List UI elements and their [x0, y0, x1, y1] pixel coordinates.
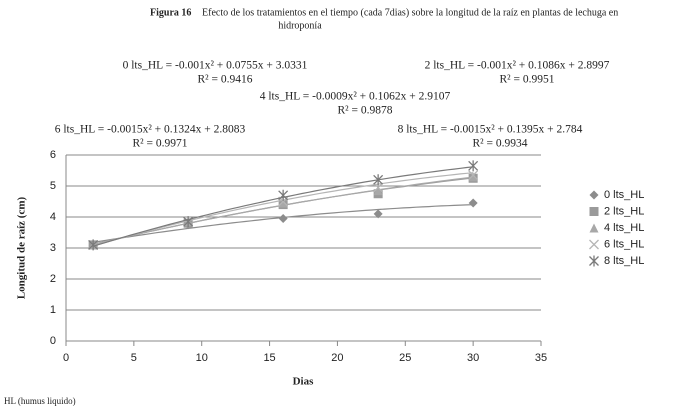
marker [589, 223, 599, 233]
legend-label: 0 lts_HL [604, 189, 644, 201]
trend-equation: 4 lts_HL = -0.0009x² + 0.1062x + 2.9107 [260, 91, 451, 103]
marker [468, 172, 478, 182]
marker [278, 214, 288, 224]
x-tick-label: 0 [63, 352, 69, 364]
chart-title: Efecto de los tratamientos en el tiempo … [202, 7, 618, 18]
y-tick-label: 2 [50, 273, 56, 285]
x-tick-label: 35 [535, 352, 547, 364]
chart-title: hidroponía [278, 20, 322, 31]
trend-r2: R² = 0.9878 [338, 105, 393, 117]
marker [278, 198, 288, 208]
trend-equation: 8 lts_HL = -0.0015x² + 0.1395x + 2.784 [398, 124, 583, 136]
marker [373, 209, 383, 219]
marker [589, 207, 599, 216]
x-axis-label: Dias [293, 376, 315, 388]
marker [589, 190, 599, 200]
y-tick-label: 0 [50, 335, 56, 347]
marker [589, 255, 599, 267]
marker [278, 189, 289, 201]
legend-label: 8 lts_HL [604, 255, 644, 267]
y-tick-label: 5 [50, 180, 56, 192]
trendline [93, 204, 474, 243]
y-axis-label: Longitud de raíz (cm) [16, 196, 28, 299]
figure-label: Figura 16 [150, 7, 191, 18]
legend-label: 2 lts_HL [604, 205, 644, 217]
trend-r2: R² = 0.9934 [473, 138, 528, 150]
y-tick-label: 3 [50, 242, 56, 254]
marker [373, 186, 383, 196]
x-tick-label: 15 [263, 352, 275, 364]
marker [373, 182, 384, 193]
x-tick-label: 20 [331, 352, 343, 364]
trend-equation: 2 lts_HL = -0.001x² + 0.1086x + 2.8997 [425, 60, 610, 72]
trend-r2: R² = 0.9416 [198, 74, 253, 86]
x-tick-label: 10 [196, 352, 208, 364]
trend-equation: 6 lts_HL = -0.0015x² + 0.1324x + 2.8083 [55, 124, 246, 136]
marker [88, 239, 99, 251]
marker [468, 198, 478, 208]
marker [468, 160, 479, 172]
marker [468, 170, 479, 181]
legend-label: 4 lts_HL [604, 222, 644, 234]
marker [183, 216, 194, 228]
y-tick-label: 4 [50, 211, 56, 223]
y-tick-label: 6 [50, 149, 56, 161]
x-tick-label: 25 [399, 352, 411, 364]
trendline [92, 177, 474, 246]
marker [373, 174, 384, 186]
marker [589, 239, 599, 250]
y-tick-label: 1 [50, 304, 56, 316]
x-tick-label: 30 [467, 352, 479, 364]
trend-r2: R² = 0.9951 [500, 74, 555, 86]
legend-label: 6 lts_HL [604, 238, 644, 250]
x-tick-label: 5 [131, 352, 137, 364]
trendline [92, 172, 474, 247]
footnote: HL (humus liquido) [4, 396, 76, 406]
trend-r2: R² = 0.9971 [133, 138, 188, 150]
trend-equation: 0 lts_HL = -0.001x² + 0.0755x + 3.0331 [123, 60, 308, 72]
